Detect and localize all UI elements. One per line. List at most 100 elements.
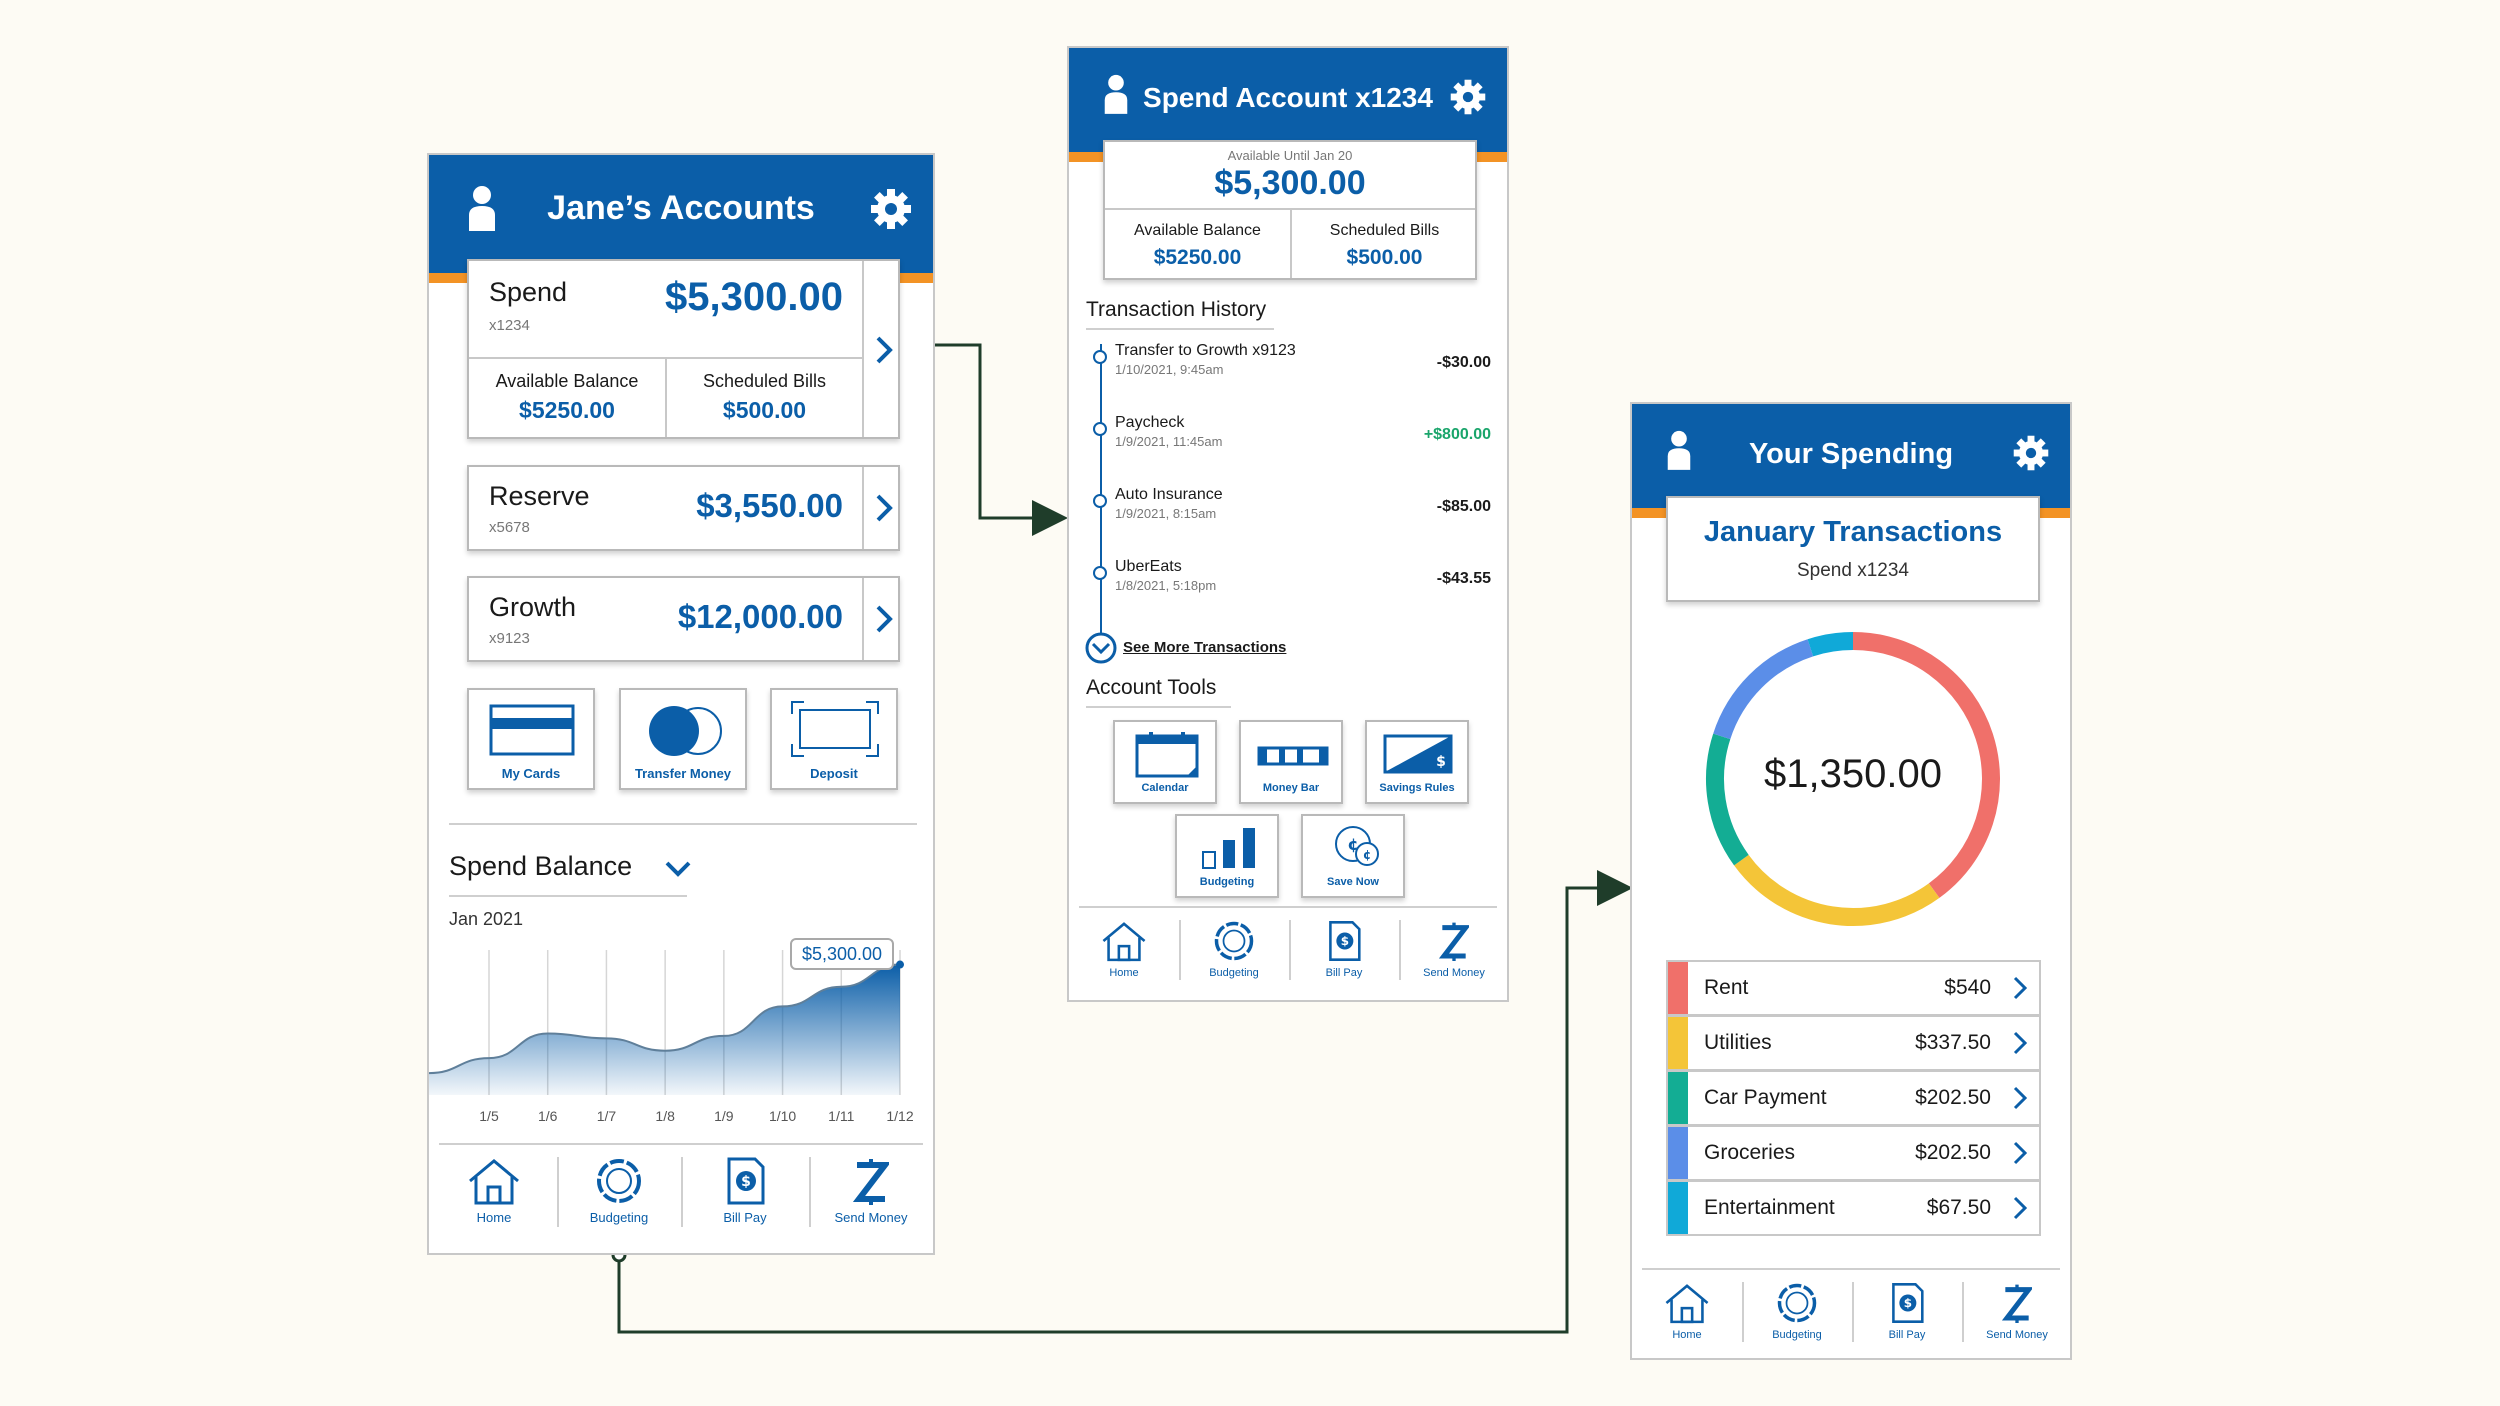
home-icon xyxy=(466,1157,522,1205)
category-row-utilities[interactable]: Utilities $337.50 xyxy=(1666,1015,2041,1071)
available-until: Available Until Jan 20 xyxy=(1227,148,1353,163)
nav-label: Home xyxy=(1109,967,1139,979)
available-balance-label: Available Balance xyxy=(1134,222,1261,239)
spending-donut-chart xyxy=(1706,632,2000,926)
bottom-nav: Home Budgeting $ Bill Pay Send Money xyxy=(429,1143,933,1253)
x-tick-label: 1/9 xyxy=(714,1108,734,1124)
donut-slice xyxy=(1706,733,1749,866)
user-icon[interactable] xyxy=(1666,430,1692,470)
savings-rules-icon: $ xyxy=(1383,734,1453,774)
series-line xyxy=(429,963,901,1075)
user-icon[interactable] xyxy=(467,185,497,231)
nav-home[interactable]: Home xyxy=(1069,920,1179,979)
section-title: Spend Balance xyxy=(449,851,633,881)
gear-icon[interactable] xyxy=(2012,434,2050,472)
svg-text:$: $ xyxy=(741,1174,751,1190)
nav-send-money[interactable]: Send Money xyxy=(809,1157,933,1225)
page-title: Jane’s Accounts xyxy=(547,189,815,227)
my-cards-button[interactable]: My Cards xyxy=(467,688,595,790)
transaction-item[interactable]: UberEats 1/8/2021, 5:18pm -$43.55 xyxy=(1089,558,1491,618)
january-transactions-card: January Transactions Spend x1234 xyxy=(1666,496,2040,602)
spend-balance-chart: 1/5 1/6 1/7 1/8 1/9 1/10 1/11 1/12 xyxy=(429,950,914,1124)
reserve-account-card[interactable]: Reserve x5678 $3,550.00 xyxy=(467,465,900,551)
nav-home[interactable]: Home xyxy=(1632,1282,1742,1341)
transaction-date: 1/9/2021, 8:15am xyxy=(1115,506,1217,521)
category-row-groceries[interactable]: Groceries $202.50 xyxy=(1666,1125,2041,1181)
account-name: Reserve xyxy=(489,481,590,511)
chart-tooltip: $5,300.00 xyxy=(790,938,894,970)
calendar-tool-button[interactable]: Calendar xyxy=(1113,720,1217,804)
nav-bill-pay[interactable]: $ Bill Pay xyxy=(681,1157,809,1225)
send-money-icon xyxy=(1439,920,1469,962)
card-title: January Transactions xyxy=(1703,516,2003,548)
spending-screen: Your Spending January Transactions Spend… xyxy=(1630,402,2072,1360)
nav-label: Home xyxy=(1672,1329,1702,1341)
x-tick-label: 1/5 xyxy=(479,1108,499,1124)
gear-icon[interactable] xyxy=(1449,78,1487,116)
account-balance: $12,000.00 xyxy=(677,598,843,635)
gear-icon[interactable] xyxy=(869,187,913,231)
card-subtitle: Spend x1234 xyxy=(1797,560,1909,581)
budgeting-tool-button[interactable]: Budgeting xyxy=(1175,814,1279,898)
category-color xyxy=(1668,962,1688,1014)
nav-send-money[interactable]: Send Money xyxy=(1962,1282,2070,1341)
spend-balance-dropdown[interactable]: Spend Balance xyxy=(449,851,691,895)
transaction-name: Paycheck xyxy=(1115,414,1185,431)
nav-budgeting[interactable]: Budgeting xyxy=(1179,920,1289,979)
user-icon[interactable] xyxy=(1103,74,1129,114)
donut-slice xyxy=(1852,632,2000,898)
coins-icon: ¢ ¢ xyxy=(1333,824,1381,868)
account-name: Spend xyxy=(489,277,568,307)
transfer-money-button[interactable]: Transfer Money xyxy=(619,688,747,790)
nav-bill-pay[interactable]: $ Bill Pay xyxy=(1289,920,1399,979)
nav-label: Budgeting xyxy=(1772,1329,1822,1341)
category-row-car-payment[interactable]: Car Payment $202.50 xyxy=(1666,1070,2041,1126)
spend-account-card[interactable]: Spend x1234 $5,300.00 Available Balance … xyxy=(467,259,900,439)
chevron-right-icon xyxy=(2013,1141,2027,1165)
bill-pay-icon: $ xyxy=(725,1157,765,1205)
chevron-right-icon xyxy=(2013,1196,2027,1220)
timeline-dot xyxy=(1093,494,1107,508)
spending-total: $1,350.00 xyxy=(1764,752,1942,796)
tooltip-value: $5,300.00 xyxy=(801,944,883,964)
spend-account-header: Spend Account x1234 xyxy=(1069,48,1507,152)
accounts-header: Jane’s Accounts xyxy=(429,155,933,273)
x-tick-label: 1/11 xyxy=(828,1108,854,1124)
save-now-tool-button[interactable]: ¢ ¢ Save Now xyxy=(1301,814,1405,898)
chevron-right-icon[interactable] xyxy=(875,335,893,365)
available-balance-label: Available Balance xyxy=(495,371,639,391)
nav-home[interactable]: Home xyxy=(439,1157,549,1225)
home-icon xyxy=(1100,920,1148,962)
deposit-button[interactable]: Deposit xyxy=(770,688,898,790)
savings-rules-tool-button[interactable]: $ Savings Rules xyxy=(1365,720,1469,804)
chart-period: Jan 2021 xyxy=(449,909,524,929)
see-more-transactions-link[interactable]: See More Transactions xyxy=(1085,632,1345,664)
tool-label: Calendar xyxy=(1141,782,1189,794)
category-amount: $67.50 xyxy=(1926,1196,1991,1219)
account-number: x9123 xyxy=(489,630,530,647)
transaction-item[interactable]: Auto Insurance 1/9/2021, 8:15am -$85.00 xyxy=(1089,486,1491,546)
category-row-entertainment[interactable]: Entertainment $67.50 xyxy=(1666,1180,2041,1236)
chevron-right-icon[interactable] xyxy=(875,493,893,523)
account-balance: $3,550.00 xyxy=(696,487,843,524)
money-bar-tool-button[interactable]: Money Bar xyxy=(1239,720,1343,804)
nav-label: Bill Pay xyxy=(1325,967,1363,979)
transfer-icon xyxy=(646,704,726,758)
transaction-item[interactable]: Paycheck 1/9/2021, 11:45am +$800.00 xyxy=(1089,414,1491,474)
budgeting-icon xyxy=(595,1157,643,1205)
timeline-dot xyxy=(1093,566,1107,580)
category-amount: $540 xyxy=(1944,976,1991,999)
nav-bill-pay[interactable]: $ Bill Pay xyxy=(1852,1282,1962,1341)
page-title: Your Spending xyxy=(1748,438,1954,470)
nav-budgeting[interactable]: Budgeting xyxy=(557,1157,681,1225)
chevron-right-icon[interactable] xyxy=(875,604,893,634)
category-row-rent[interactable]: Rent $540 xyxy=(1666,960,2041,1016)
growth-account-card[interactable]: Growth x9123 $12,000.00 xyxy=(467,576,900,662)
tool-label: Money Bar xyxy=(1262,782,1320,794)
chevron-right-icon xyxy=(2013,1086,2027,1110)
nav-send-money[interactable]: Send Money xyxy=(1399,920,1507,979)
nav-budgeting[interactable]: Budgeting xyxy=(1742,1282,1852,1341)
account-tools-title: Account Tools xyxy=(1086,676,1217,699)
transaction-item[interactable]: Transfer to Growth x9123 1/10/2021, 9:45… xyxy=(1089,342,1491,402)
budgeting-icon xyxy=(1776,1282,1818,1324)
